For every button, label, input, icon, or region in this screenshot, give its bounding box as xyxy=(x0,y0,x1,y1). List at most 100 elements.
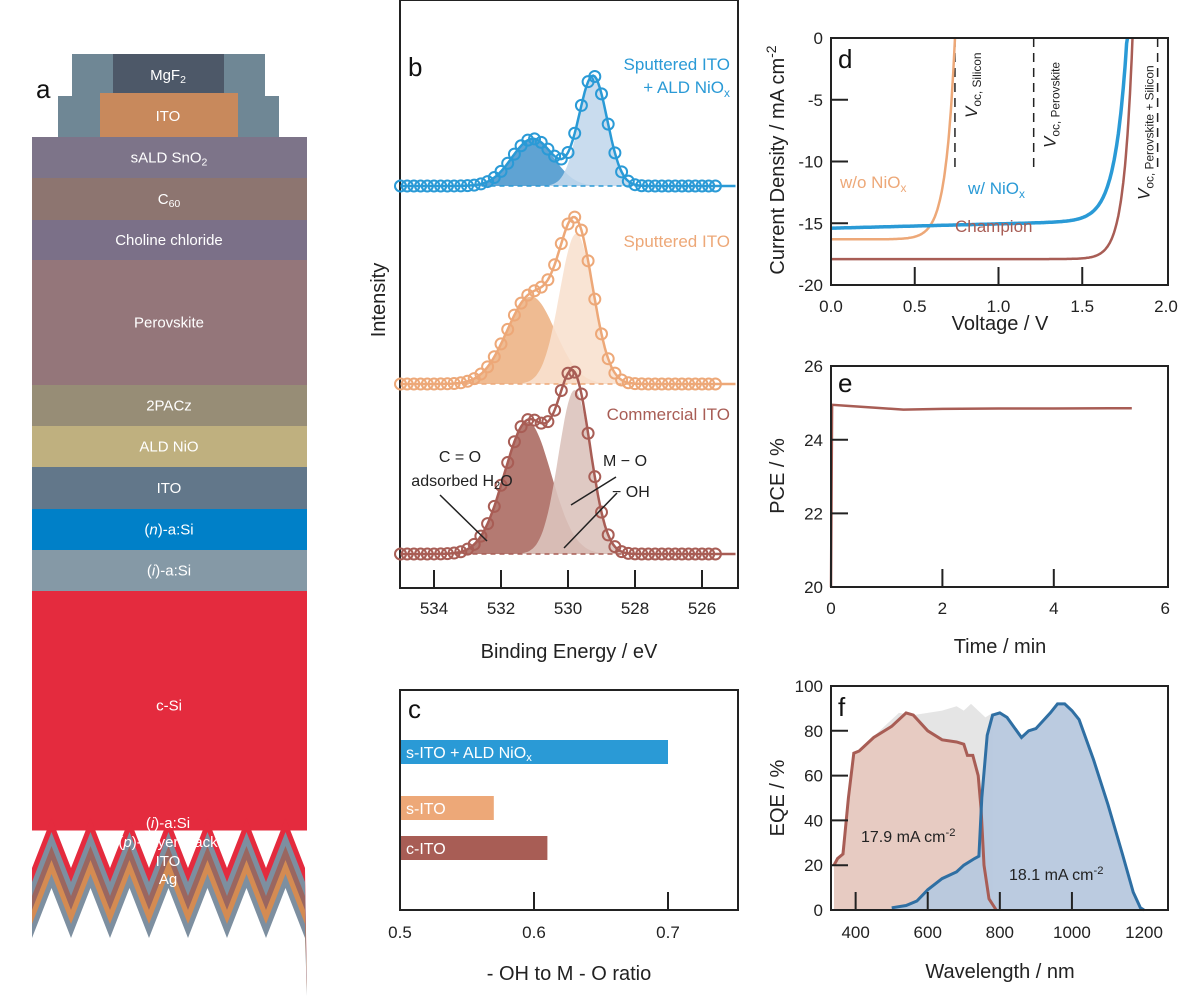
data-point xyxy=(621,376,635,390)
data-point xyxy=(615,545,629,559)
y-tick-label: 0 xyxy=(814,901,823,920)
data-point xyxy=(461,374,474,388)
data-point xyxy=(400,377,414,391)
jv-curve xyxy=(831,37,957,241)
layer-label: c-Si xyxy=(156,698,182,715)
bar-label: s-ITO xyxy=(406,801,446,818)
data-point xyxy=(534,280,548,294)
data-point xyxy=(548,149,562,163)
data-point xyxy=(608,366,622,380)
data-point xyxy=(454,179,468,193)
data-point xyxy=(561,366,575,380)
data-point xyxy=(588,470,602,484)
data-point xyxy=(447,376,461,390)
annotation: − OH xyxy=(612,484,650,501)
layer-label: MgF2 xyxy=(150,67,186,86)
data-point xyxy=(474,529,488,543)
x-tick-label: 530 xyxy=(554,599,582,618)
data-point xyxy=(688,179,702,193)
pce-trace xyxy=(829,403,1132,588)
data-point xyxy=(554,237,568,251)
layer-7 xyxy=(32,467,307,510)
data-point xyxy=(601,117,615,131)
data-point xyxy=(474,177,488,191)
data-point xyxy=(682,547,696,561)
voc-marker-label: Voc, Perovskite xyxy=(1041,62,1063,148)
fit-component xyxy=(400,390,736,554)
layer-label: (n)-a:Si xyxy=(144,522,193,539)
voc-marker-label: Voc, Silicon xyxy=(962,52,984,118)
data-point xyxy=(400,547,414,561)
y-tick-label: 26 xyxy=(804,357,823,376)
y-tick-label: -15 xyxy=(798,214,823,233)
data-point xyxy=(675,547,689,561)
voc-marker-label: Voc, Perovskite + Silicon xyxy=(1135,65,1157,200)
data-point xyxy=(528,132,541,146)
data-point xyxy=(675,377,689,391)
data-point xyxy=(574,98,588,112)
data-point xyxy=(394,179,407,193)
data-point xyxy=(454,376,468,390)
layer-label: C60 xyxy=(158,191,181,210)
layer-4 xyxy=(32,260,307,386)
y-tick-label: 20 xyxy=(804,578,823,597)
layer-label: ALD NiO xyxy=(139,439,198,456)
data-point xyxy=(541,142,555,156)
data-point xyxy=(695,547,709,561)
x-tick-label: 4 xyxy=(1049,599,1058,618)
y-tick-label: -20 xyxy=(798,276,823,295)
x-tick-label: 600 xyxy=(914,923,942,942)
data-point xyxy=(621,546,635,560)
layer-label: (i)-a:Si xyxy=(147,563,191,580)
data-point xyxy=(481,360,495,374)
data-point xyxy=(608,146,622,160)
data-point xyxy=(581,426,595,440)
layer-mgf2 xyxy=(113,54,224,94)
axes-frame xyxy=(830,37,1169,286)
data-point xyxy=(427,377,441,391)
data-point xyxy=(668,547,682,561)
y-tick-label: -10 xyxy=(798,153,823,172)
data-point xyxy=(414,377,428,391)
panel-b-xps: 534 532 530 528 526 Binding Energy / eV Intens… xyxy=(368,0,739,663)
data-point xyxy=(568,210,582,224)
y-axis-label: EQE / % xyxy=(767,759,789,836)
data-point xyxy=(588,69,602,83)
y-tick-label: 40 xyxy=(804,811,823,830)
series-label: + ALD NiOx xyxy=(643,78,730,100)
data-point xyxy=(414,179,428,193)
data-point xyxy=(702,377,716,391)
data-point xyxy=(394,377,407,391)
data-point xyxy=(568,365,582,379)
data-point xyxy=(494,164,508,178)
x-tick-label: 0.6 xyxy=(522,923,546,942)
y-tick-label: 24 xyxy=(804,431,823,450)
x-tick-label: 528 xyxy=(621,599,649,618)
data-point xyxy=(541,415,555,429)
data-point xyxy=(514,420,528,434)
data-point xyxy=(655,547,669,561)
data-point xyxy=(440,547,454,561)
data-point xyxy=(420,547,434,561)
data-point xyxy=(481,517,495,531)
x-tick-label: 400 xyxy=(841,923,869,942)
annotation-leader xyxy=(563,492,618,549)
data-point xyxy=(561,217,575,231)
data-point xyxy=(467,178,481,192)
x-tick-label: 526 xyxy=(688,599,716,618)
layer-label: 2PACz xyxy=(146,398,192,415)
data-point xyxy=(574,223,588,237)
data-point xyxy=(595,327,608,341)
data-point xyxy=(695,377,709,391)
data-point xyxy=(521,413,535,427)
rear-layer-label: Ag xyxy=(159,871,177,888)
data-point xyxy=(581,254,595,268)
x-tick-label: 2 xyxy=(938,599,947,618)
data-point xyxy=(601,528,615,542)
data-point xyxy=(655,179,669,193)
data-point xyxy=(682,377,696,391)
bar-label: s-ITO + ALD NiOx xyxy=(406,745,532,764)
data-point xyxy=(461,179,474,193)
